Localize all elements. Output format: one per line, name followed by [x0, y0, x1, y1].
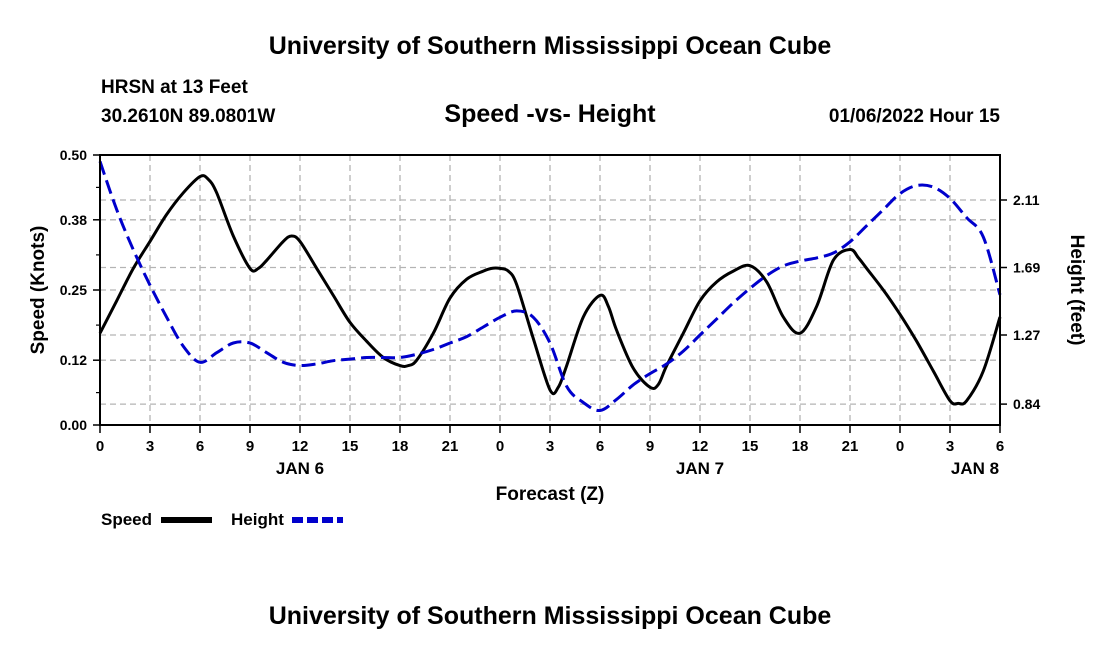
x-tick-label: 9	[646, 438, 654, 455]
legend: Speed Height	[101, 510, 343, 529]
y-tick-label: 0.50	[60, 147, 87, 163]
x-tick-label: 3	[546, 438, 554, 455]
x-tick-label: 0	[96, 438, 104, 455]
x-tick-label: 6	[596, 438, 604, 455]
x-tick-label: 12	[292, 438, 309, 455]
x-tick-label: 0	[496, 438, 504, 455]
x-tick-label: 3	[146, 438, 154, 455]
x-tick-label: 15	[342, 438, 359, 455]
footer-title: University of Southern Mississippi Ocean…	[268, 602, 832, 630]
y-tick-label: 0.25	[60, 282, 87, 298]
x-tick-label: 18	[392, 438, 409, 455]
day-label: JAN 8	[951, 459, 999, 478]
x-tick-label: 21	[842, 438, 859, 455]
legend-height-label: Height	[231, 510, 284, 529]
x-tick-label: 0	[896, 438, 904, 455]
y2-axis-label: Height (feet)	[1066, 235, 1087, 346]
x-tick-label: 21	[442, 438, 459, 455]
series-layer	[98, 160, 1002, 413]
station-coordinates: 30.2610N 89.0801W	[101, 106, 276, 127]
speed-series-line	[98, 174, 1002, 406]
page-title: University of Southern Mississippi Ocean…	[268, 32, 832, 60]
axes: 0 3 6 9 12 15 18 21 0 3 6 9 12 15 18 21 0 3 6 JAN 6 JAN 7 JAN…	[60, 147, 1041, 478]
legend-speed-label: Speed	[101, 510, 152, 529]
y-tick-label: 0.12	[60, 352, 87, 368]
y2-tick-label: 0.84	[1013, 396, 1040, 412]
y-tick-label: 0.00	[60, 417, 87, 433]
day-label: JAN 7	[676, 459, 724, 478]
y2-tick-label: 1.69	[1013, 260, 1040, 276]
x-tick-label: 6	[996, 438, 1004, 455]
height-series-line	[98, 160, 1002, 413]
x-tick-label: 15	[742, 438, 759, 455]
x-tick-label: 6	[196, 438, 204, 455]
x-tick-label: 9	[246, 438, 254, 455]
y2-tick-label: 1.27	[1013, 327, 1040, 343]
y-axis-label: Speed (Knots)	[28, 226, 49, 355]
x-tick-label: 12	[692, 438, 709, 455]
x-tick-label: 18	[792, 438, 809, 455]
forecast-datetime: 01/06/2022 Hour 15	[828, 106, 1000, 127]
y2-tick-label: 2.11	[1013, 192, 1040, 208]
grid	[100, 155, 1000, 425]
y-tick-label: 0.38	[60, 212, 87, 228]
day-label: JAN 6	[276, 459, 324, 478]
chart-title: Speed -vs- Height	[444, 100, 656, 128]
station-label: HRSN at 13 Feet	[101, 77, 248, 98]
x-axis-label: Forecast (Z)	[496, 484, 605, 505]
x-tick-label: 3	[946, 438, 954, 455]
